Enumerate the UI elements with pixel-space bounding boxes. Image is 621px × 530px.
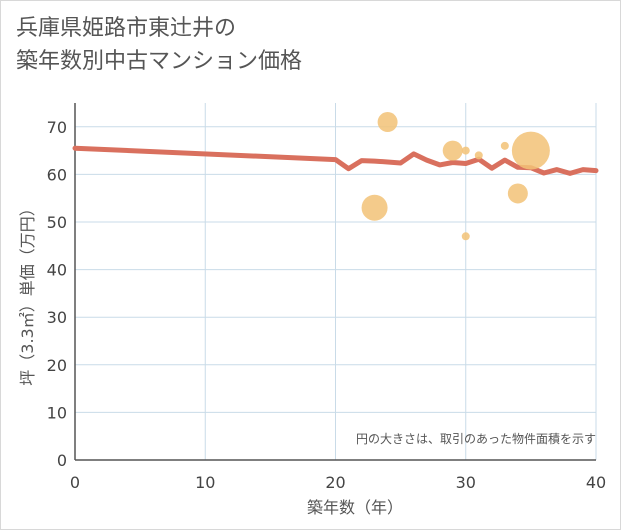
transaction-bubble [377, 112, 398, 133]
transaction-bubble [461, 232, 470, 241]
x-tick-label: 30 [456, 473, 476, 492]
average-price-line [72, 145, 599, 176]
y-tick-label: 60 [47, 165, 67, 184]
average-price-series [72, 145, 599, 176]
y-tick-label: 70 [47, 118, 67, 137]
x-tick-label: 0 [70, 473, 80, 492]
tick-labels: 0 10 20 30 40 0 10 20 30 40 50 60 70 [47, 118, 607, 492]
x-tick-label: 40 [586, 473, 606, 492]
transaction-bubble [507, 183, 528, 204]
y-tick-label: 40 [47, 261, 67, 280]
y-tick-label: 0 [57, 451, 67, 470]
chart-title-line-2: 築年数別中古マンション価格 [16, 49, 303, 74]
chart-title: 兵庫県姫路市東辻井の 築年数別中古マンション価格 [16, 12, 302, 78]
y-tick-label: 30 [47, 308, 67, 327]
chart-note: 円の大きさは、取引のあった物件面積を示す [356, 431, 596, 446]
axes [74, 103, 596, 461]
transaction-bubble [461, 146, 470, 155]
transaction-bubble [511, 131, 550, 170]
y-tick-label: 20 [47, 356, 67, 375]
transaction-bubble [442, 140, 463, 161]
y-axis-label: 坪（3.3㎡）単価（万円） [18, 200, 37, 385]
y-tick-label: 50 [47, 213, 67, 232]
transaction-bubble [474, 151, 483, 160]
chart-title-line-1: 兵庫県姫路市東辻井の [16, 16, 237, 41]
x-axis-label: 築年数（年） [307, 498, 403, 517]
x-tick-label: 10 [195, 473, 215, 492]
y-tick-label: 10 [47, 403, 67, 422]
transaction-bubble [500, 141, 509, 150]
transaction-bubble [361, 194, 388, 221]
x-tick-label: 20 [325, 473, 345, 492]
transaction-bubbles [361, 112, 550, 241]
